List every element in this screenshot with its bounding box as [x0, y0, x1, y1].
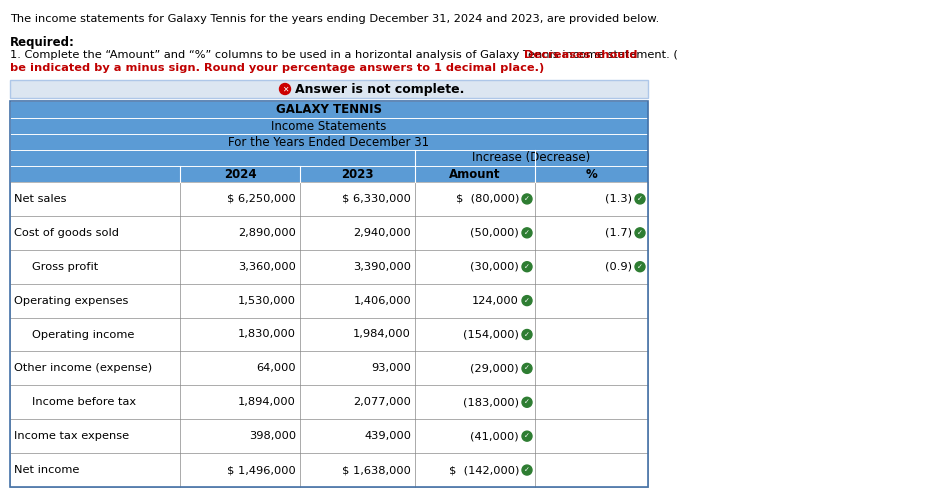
Text: Other income (expense): Other income (expense) — [14, 364, 152, 373]
Circle shape — [522, 228, 532, 238]
Text: 398,000: 398,000 — [249, 431, 296, 441]
Text: 124,000: 124,000 — [472, 296, 519, 305]
Text: (183,000): (183,000) — [463, 397, 519, 407]
Text: (0.9): (0.9) — [605, 262, 632, 272]
Text: 2023: 2023 — [342, 167, 374, 181]
Circle shape — [635, 194, 645, 204]
Text: ✓: ✓ — [524, 230, 530, 236]
Text: (41,000): (41,000) — [470, 431, 519, 441]
Bar — [10, 419, 648, 453]
Text: Required:: Required: — [10, 36, 75, 49]
Text: 93,000: 93,000 — [371, 364, 411, 373]
Text: GALAXY TENNIS: GALAXY TENNIS — [276, 103, 382, 116]
Text: 3,390,000: 3,390,000 — [353, 262, 411, 272]
Circle shape — [635, 262, 645, 272]
Bar — [10, 351, 648, 386]
Circle shape — [522, 329, 532, 340]
Text: Amount: Amount — [449, 167, 500, 181]
Circle shape — [279, 83, 290, 95]
Bar — [10, 101, 648, 487]
Bar — [10, 250, 648, 284]
Text: 2,077,000: 2,077,000 — [353, 397, 411, 407]
Text: (30,000): (30,000) — [470, 262, 519, 272]
Circle shape — [522, 431, 532, 441]
Text: Income Statements: Income Statements — [272, 120, 387, 133]
Bar — [10, 80, 648, 98]
Text: The income statements for Galaxy Tennis for the years ending December 31, 2024 a: The income statements for Galaxy Tennis … — [10, 14, 659, 24]
Text: 2,940,000: 2,940,000 — [353, 228, 411, 238]
Text: Income tax expense: Income tax expense — [14, 431, 129, 441]
Text: $  (80,000): $ (80,000) — [456, 194, 519, 204]
Circle shape — [522, 296, 532, 305]
Text: ✓: ✓ — [637, 196, 643, 202]
Text: (50,000): (50,000) — [470, 228, 519, 238]
Bar — [10, 453, 648, 487]
Text: $  (142,000): $ (142,000) — [448, 465, 519, 475]
Text: Income before tax: Income before tax — [32, 397, 136, 407]
Bar — [10, 386, 648, 419]
Text: Decreases should: Decreases should — [524, 50, 638, 60]
Text: 1,530,000: 1,530,000 — [238, 296, 296, 305]
Text: $ 1,496,000: $ 1,496,000 — [227, 465, 296, 475]
Text: (29,000): (29,000) — [470, 364, 519, 373]
Text: Answer is not complete.: Answer is not complete. — [295, 82, 464, 96]
Bar — [10, 150, 415, 166]
Text: ✓: ✓ — [524, 264, 530, 270]
Circle shape — [635, 228, 645, 238]
Circle shape — [522, 194, 532, 204]
Text: ✓: ✓ — [524, 399, 530, 405]
Bar — [10, 166, 648, 182]
Circle shape — [522, 465, 532, 475]
Circle shape — [522, 262, 532, 272]
Text: (1.7): (1.7) — [605, 228, 632, 238]
Bar — [10, 118, 648, 134]
Text: 1,406,000: 1,406,000 — [353, 296, 411, 305]
Bar — [10, 182, 648, 216]
Bar — [10, 101, 648, 118]
Text: ✕: ✕ — [282, 84, 289, 94]
Text: ✓: ✓ — [524, 366, 530, 371]
Text: 1,894,000: 1,894,000 — [238, 397, 296, 407]
Text: For the Years Ended December 31: For the Years Ended December 31 — [228, 136, 429, 148]
Text: Operating expenses: Operating expenses — [14, 296, 129, 305]
Text: Net sales: Net sales — [14, 194, 66, 204]
Text: ✓: ✓ — [637, 230, 643, 236]
Text: Increase (Decrease): Increase (Decrease) — [472, 151, 590, 164]
Bar — [10, 318, 648, 351]
Text: %: % — [586, 167, 597, 181]
Text: ✓: ✓ — [524, 331, 530, 338]
Text: 2024: 2024 — [223, 167, 256, 181]
Text: ✓: ✓ — [524, 196, 530, 202]
Text: $ 6,250,000: $ 6,250,000 — [227, 194, 296, 204]
Text: 1,984,000: 1,984,000 — [353, 329, 411, 340]
Text: ✓: ✓ — [637, 264, 643, 270]
Text: Gross profit: Gross profit — [32, 262, 98, 272]
Text: Operating income: Operating income — [32, 329, 134, 340]
Text: ✓: ✓ — [524, 467, 530, 473]
Text: ✓: ✓ — [524, 433, 530, 439]
Text: $ 1,638,000: $ 1,638,000 — [342, 465, 411, 475]
Circle shape — [522, 364, 532, 373]
Text: 1. Complete the “Amount” and “%” columns to be used in a horizontal analysis of : 1. Complete the “Amount” and “%” columns… — [10, 50, 678, 60]
Text: (1.3): (1.3) — [605, 194, 632, 204]
Text: Net income: Net income — [14, 465, 79, 475]
Text: $ 6,330,000: $ 6,330,000 — [342, 194, 411, 204]
Circle shape — [522, 397, 532, 407]
Bar — [10, 216, 648, 250]
Bar — [10, 284, 648, 318]
Text: 64,000: 64,000 — [256, 364, 296, 373]
Text: Cost of goods sold: Cost of goods sold — [14, 228, 119, 238]
Text: 1,830,000: 1,830,000 — [238, 329, 296, 340]
Text: be indicated by a minus sign. Round your percentage answers to 1 decimal place.): be indicated by a minus sign. Round your… — [10, 63, 544, 73]
Bar — [10, 134, 648, 150]
Text: (154,000): (154,000) — [464, 329, 519, 340]
Text: ✓: ✓ — [524, 298, 530, 304]
Text: 439,000: 439,000 — [364, 431, 411, 441]
Text: 2,890,000: 2,890,000 — [238, 228, 296, 238]
Bar — [415, 150, 648, 166]
Text: 3,360,000: 3,360,000 — [238, 262, 296, 272]
